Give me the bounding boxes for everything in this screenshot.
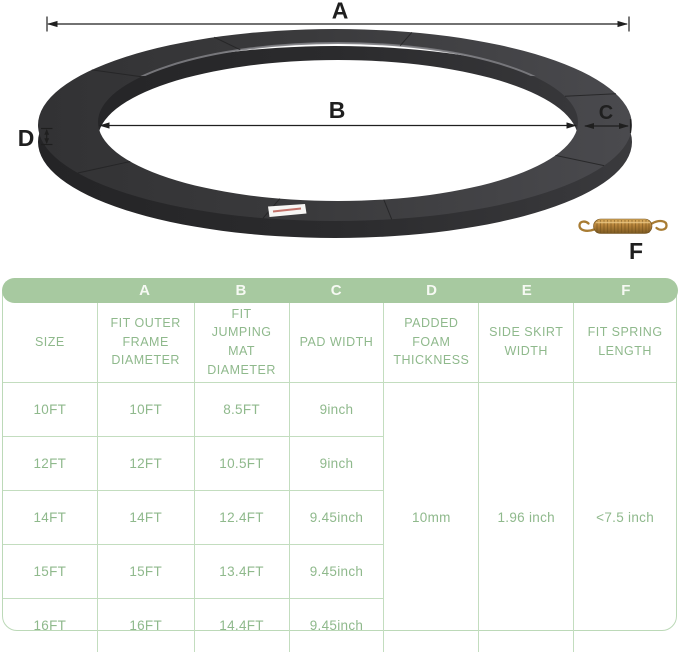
spec-table-grid: SIZE FIT OUTER FRAME DIAMETER FIT JUMPIN… — [3, 303, 676, 652]
size-spec-table: A B C D E F SIZE FIT OUTER FRAME DIAMETE… — [2, 278, 677, 631]
letter-header-a: A — [96, 283, 193, 298]
table-cell: 10FT — [3, 382, 97, 436]
letter-header-b: B — [193, 283, 288, 298]
table-cell: 14.4FT — [194, 598, 289, 652]
table-letter-header-row: A B C D E F — [2, 278, 678, 303]
merged-cell-foam-thickness: 10mm — [384, 382, 479, 652]
table-cell: 16FT — [97, 598, 194, 652]
table-cell: 10FT — [97, 382, 194, 436]
column-header-side-skirt: SIDE SKIRT WIDTH — [479, 303, 574, 383]
product-dimension-diagram: A B C D — [0, 0, 679, 274]
merged-cell-side-skirt: 1.96 inch — [479, 382, 574, 652]
column-header-size: SIZE — [3, 303, 97, 383]
table-cell: 14FT — [97, 490, 194, 544]
letter-header-c: C — [289, 283, 384, 298]
dimension-label-a: A — [332, 0, 349, 24]
dimension-label-f: F — [629, 238, 643, 264]
column-header-pad-width: PAD WIDTH — [289, 303, 384, 383]
table-row-10ft: 10FT 10FT 8.5FT 9inch 10mm 1.96 inch <7.… — [3, 382, 676, 436]
table-cell: 15FT — [97, 544, 194, 598]
table-cell: 14FT — [3, 490, 97, 544]
table-cell: 9inch — [289, 436, 384, 490]
table-cell: 9.45inch — [289, 598, 384, 652]
column-header-foam-thickness: PADDED FOAM THICKNESS — [384, 303, 479, 383]
column-header-spring-length: FIT SPRING LENGTH — [574, 303, 676, 383]
column-header-row: SIZE FIT OUTER FRAME DIAMETER FIT JUMPIN… — [3, 303, 676, 383]
table-cell: 8.5FT — [194, 382, 289, 436]
table-cell: 12FT — [3, 436, 97, 490]
table-cell: 9inch — [289, 382, 384, 436]
product-infographic: A B C D — [0, 0, 679, 637]
table-cell: 12.4FT — [194, 490, 289, 544]
letter-header-f: F — [575, 283, 678, 298]
dimension-label-d: D — [18, 125, 35, 151]
table-cell: 9.45inch — [289, 490, 384, 544]
table-cell: 12FT — [97, 436, 194, 490]
column-header-jumping-mat: FIT JUMPING MAT DIAMETER — [194, 303, 289, 383]
table-cell: 9.45inch — [289, 544, 384, 598]
spring-icon — [579, 219, 666, 234]
table-cell: 15FT — [3, 544, 97, 598]
letter-header-d: D — [384, 283, 479, 298]
letter-header-e: E — [479, 283, 574, 298]
table-cell: 13.4FT — [194, 544, 289, 598]
table-cell: 10.5FT — [194, 436, 289, 490]
column-header-outer-frame: FIT OUTER FRAME DIAMETER — [97, 303, 194, 383]
table-cell: 16FT — [3, 598, 97, 652]
dimension-label-c: C — [599, 102, 613, 124]
merged-cell-spring-length: <7.5 inch — [574, 382, 676, 652]
dimension-label-b: B — [329, 97, 346, 123]
